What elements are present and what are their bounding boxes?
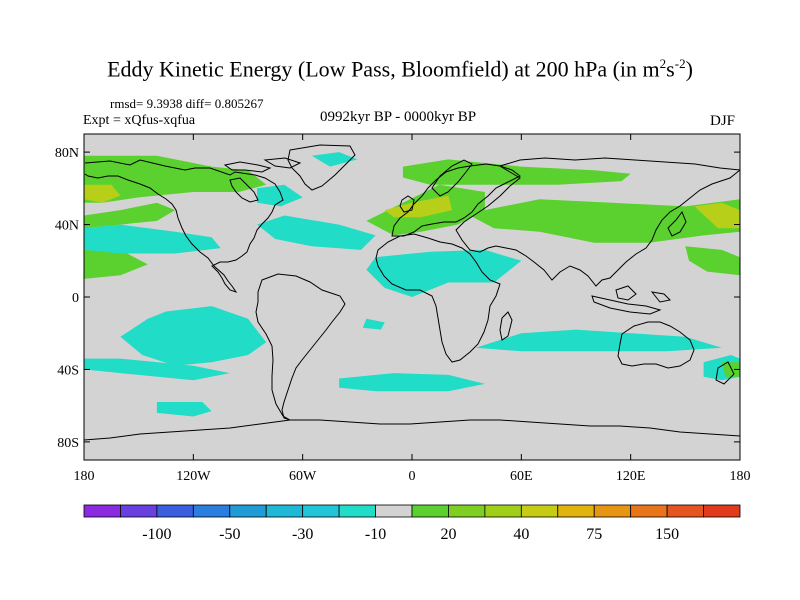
coastline-british-isles (399, 195, 415, 213)
coastline-africa (375, 233, 501, 363)
experiment-label: Expt = xQfus-xqfua (83, 113, 196, 128)
colorbar-swatch (666, 504, 704, 518)
contour-region-positive (466, 199, 740, 243)
y-tick-label: 40S (57, 363, 79, 378)
colorbar-swatch (411, 504, 449, 518)
colorbar-swatch (557, 504, 595, 518)
axis-labels: 180 120W 60W 0 60E 120E 180 80N 40N 0 40S 80S (55, 146, 751, 484)
colorbar-swatch (484, 504, 522, 518)
colorbar-swatch (448, 504, 486, 518)
colorbar-swatch (375, 504, 413, 518)
colorbar-swatch (302, 504, 340, 518)
contour-region-negative (311, 152, 358, 167)
chart-title: Eddy Kinetic Energy (Low Pass, Bloomfiel… (107, 56, 693, 82)
contour-region-positive (685, 246, 740, 276)
coastline-japan (667, 210, 687, 237)
coastline-arctic-islands (223, 157, 302, 173)
time-period-label: 0992kyr BP - 0000kyr BP (320, 109, 477, 125)
y-tick-label: 0 (72, 291, 79, 306)
axis-ticks (83, 134, 741, 460)
contour-region-positive (384, 195, 453, 218)
contour-region-positive (84, 155, 267, 203)
coastline-antarctica (84, 419, 740, 441)
y-tick-label: 40N (55, 219, 79, 234)
contour-region-positive (84, 242, 148, 279)
x-tick-label: 120W (176, 469, 211, 484)
contour-region-negative (475, 329, 722, 352)
colorbar-swatch (593, 504, 632, 518)
colorbar-swatch (156, 504, 194, 518)
contour-region-positive (402, 159, 631, 185)
coastline-australia (617, 321, 695, 369)
contour-region-positive (721, 362, 740, 377)
coastline-new-zealand (715, 361, 735, 385)
contour-region-negative (366, 249, 522, 297)
coastline-indonesia (591, 285, 672, 315)
coastline-south-america (255, 273, 346, 421)
coastline-hudson-bay (229, 177, 259, 203)
colorbar-label: 40 (513, 526, 529, 543)
x-tick-label: 60W (289, 469, 317, 484)
contour-region-positive (694, 202, 740, 229)
colorbar-swatch (192, 504, 231, 518)
x-tick-label: 0 (409, 469, 416, 484)
colorbar-label: 75 (586, 526, 602, 543)
colorbar-swatch (703, 504, 741, 518)
colorbar-swatch (265, 504, 304, 518)
colorbar-swatch (83, 504, 121, 518)
contour-region-negative (257, 184, 303, 207)
coastline-europe (391, 163, 521, 237)
colorbar-label: -30 (292, 526, 313, 543)
colorbar-labels: -100 -50 -30 -10 20 40 75 150 (142, 526, 679, 543)
contour-region-negative (84, 358, 230, 381)
contour-region-positive (84, 184, 121, 203)
colorbar-label: 20 (440, 526, 456, 543)
colorbar (83, 504, 741, 518)
colorbar-swatch (120, 504, 158, 518)
contour-region-positive (84, 202, 176, 229)
contour-region-negative (84, 224, 221, 254)
y-tick-label: 80N (55, 146, 79, 161)
contour-fills (84, 152, 740, 417)
colorbar-swatch (229, 504, 267, 518)
colorbar-swatch (630, 504, 668, 518)
x-tick-label: 60E (510, 469, 533, 484)
colorbar-label: -50 (219, 526, 240, 543)
contour-region-negative (257, 215, 376, 250)
colorbar-swatch (520, 504, 559, 518)
coastline-asia (455, 157, 740, 287)
x-tick-label: 180 (74, 469, 95, 484)
colorbar-label: -10 (365, 526, 386, 543)
contour-region-negative (156, 402, 212, 417)
contour-region-negative (362, 318, 385, 330)
season-label: DJF (710, 113, 736, 129)
contour-region-negative (120, 306, 267, 366)
coastlines (84, 144, 740, 441)
x-tick-label: 180 (730, 469, 751, 484)
colorbar-label: 150 (655, 526, 679, 543)
colorbar-label: -100 (142, 526, 171, 543)
contour-region-negative (339, 373, 485, 392)
y-tick-label: 80S (57, 436, 79, 451)
rmsd-diff-stats: rmsd= 9.3938 diff= 0.805267 (110, 96, 264, 111)
colorbar-swatch (338, 504, 376, 518)
x-tick-label: 120E (616, 469, 646, 484)
coastline-north-america (84, 159, 284, 293)
coastline-madagascar (499, 311, 513, 341)
coastline-scandinavia (431, 159, 473, 197)
coastline-greenland (287, 144, 356, 191)
